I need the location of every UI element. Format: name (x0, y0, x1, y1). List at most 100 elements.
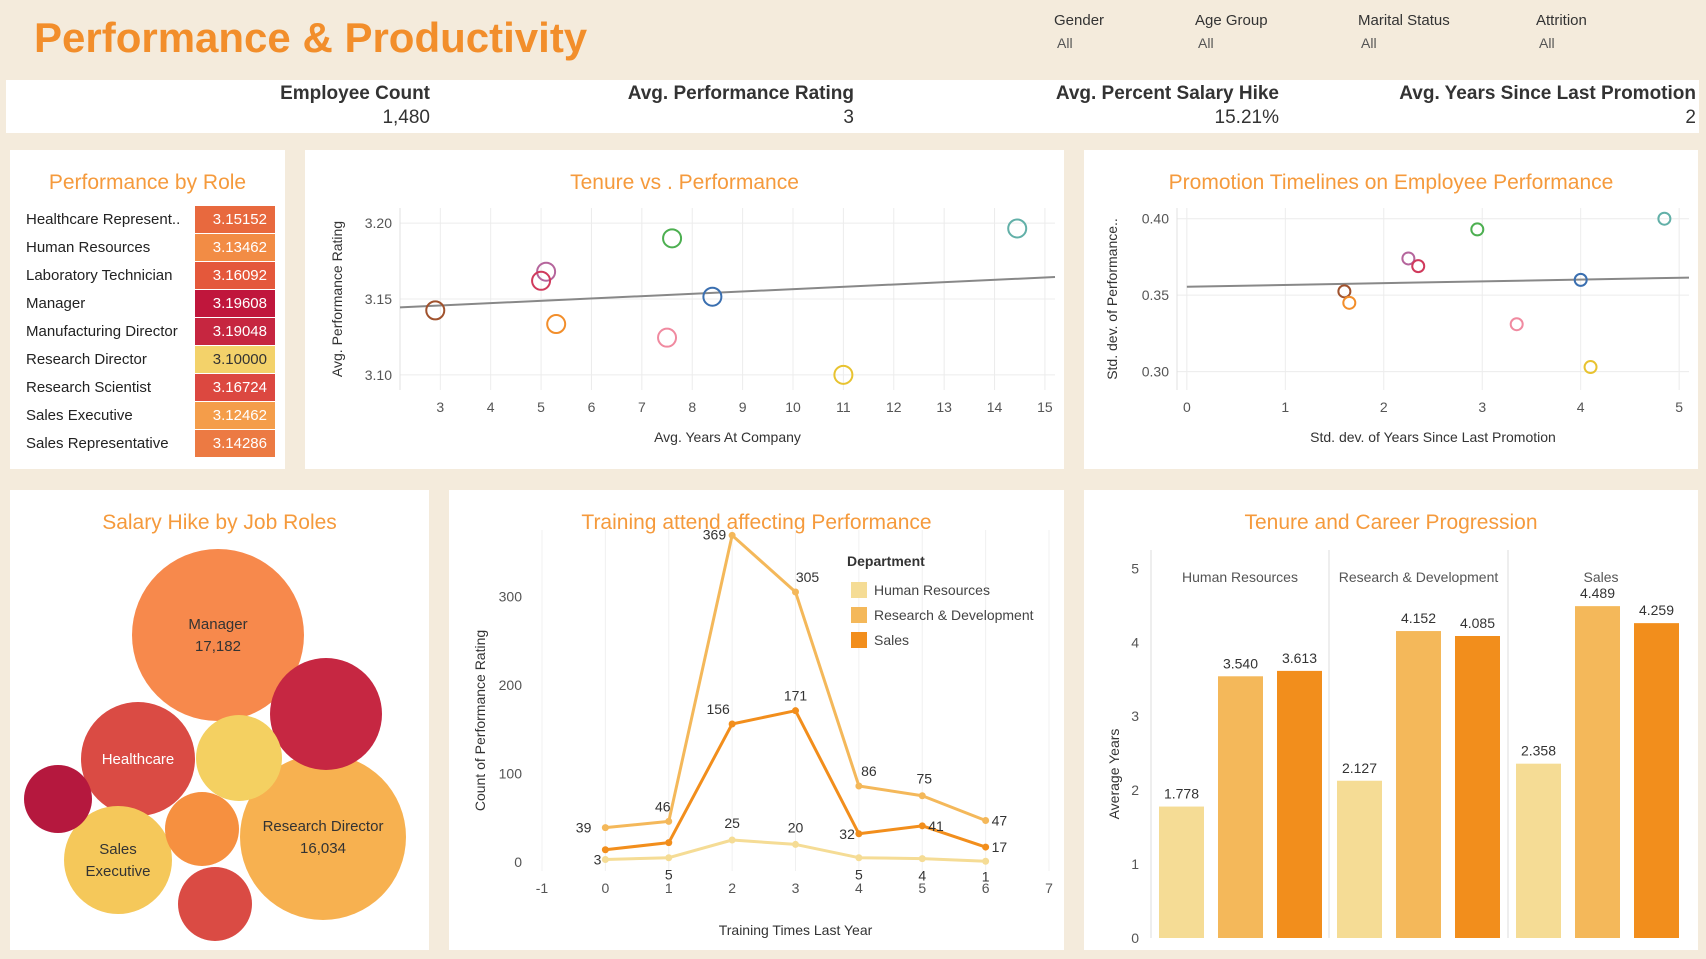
role-value-cell[interactable]: 3.16092 (195, 262, 275, 289)
series-point (792, 707, 799, 715)
role-label: Research Scientist (26, 379, 152, 396)
career-bar[interactable] (1455, 636, 1500, 938)
scatter-point[interactable] (1401, 251, 1416, 266)
career-bar[interactable] (1218, 676, 1263, 938)
role-value-cell[interactable]: 3.19608 (195, 290, 275, 317)
salary-bubble[interactable] (270, 658, 382, 770)
role-value-cell[interactable]: 3.16724 (195, 374, 275, 401)
series-point (665, 817, 673, 825)
y-axis-title: Count of Performance Rating (472, 630, 488, 811)
filter-age-group-value[interactable]: All (1198, 35, 1214, 51)
role-label: Sales Representative (26, 435, 169, 452)
legend-item: Sales (874, 632, 909, 648)
series-point (982, 857, 990, 865)
role-label: Human Resources (26, 239, 151, 256)
scatter-point[interactable] (1411, 259, 1426, 274)
career-bar[interactable] (1396, 631, 1441, 938)
salary-bubble[interactable] (178, 867, 252, 941)
bubble-label: Executive (85, 863, 150, 880)
data-label: 5 (665, 867, 673, 883)
training-performance-panel: Training attend affecting Performance -1… (449, 490, 1064, 950)
series-point (855, 854, 863, 862)
scatter-point[interactable] (1470, 222, 1485, 237)
salary-bubble[interactable] (240, 754, 406, 920)
trend-line (1186, 276, 1690, 288)
salary-bubble[interactable] (24, 765, 92, 833)
data-label: 171 (784, 688, 808, 704)
salary-bubble[interactable] (165, 792, 239, 866)
panel-title: Training attend affecting Performance (581, 511, 932, 534)
scatter-point[interactable] (1509, 317, 1524, 332)
scatter-point[interactable] (1657, 211, 1672, 226)
y-axis-title: Std. dev. of Performance.. (1104, 218, 1120, 380)
promotion-scatter-chart[interactable]: 0 1 2 3 4 5 0.30 0.35 0.40 Std. dev. of Years Sin… (1084, 150, 1698, 469)
x-tick-label: 6 (588, 399, 596, 415)
role-value-cell[interactable]: 3.19048 (195, 318, 275, 345)
dashboard-title: Performance & Productivity (34, 14, 588, 61)
career-bar[interactable] (1159, 806, 1204, 938)
role-label: Laboratory Technician (26, 267, 173, 284)
x-tick-label: 14 (987, 399, 1003, 415)
series-point (665, 839, 673, 847)
scatter-point[interactable] (702, 286, 723, 307)
x-tick-label: 13 (936, 399, 952, 415)
scatter-point[interactable] (546, 314, 567, 335)
x-tick-label: 15 (1037, 399, 1053, 415)
scatter-point[interactable] (1007, 218, 1028, 239)
salary-bubble[interactable] (132, 549, 304, 721)
role-value-cell[interactable]: 3.13462 (195, 234, 275, 261)
role-label: Manufacturing Director (26, 323, 178, 340)
filter-marital-status[interactable]: Marital Status All (1358, 12, 1450, 51)
career-bar-chart[interactable]: 0 1 2 3 4 5 Average Years Human Resources 1.778 3… (1084, 490, 1698, 950)
filter-attrition[interactable]: Attrition All (1536, 12, 1587, 51)
bar-data-label: 4.259 (1639, 602, 1674, 618)
data-label: 20 (788, 819, 804, 835)
filter-attrition-value[interactable]: All (1539, 35, 1555, 51)
career-bar[interactable] (1575, 606, 1620, 938)
scatter-point[interactable] (1342, 295, 1357, 310)
career-bar[interactable] (1516, 763, 1561, 938)
scatter-point[interactable] (833, 364, 854, 385)
scatter-point[interactable] (662, 228, 683, 249)
salary-bubble[interactable] (81, 702, 195, 816)
role-value-cell[interactable]: 3.12462 (195, 402, 275, 429)
career-bar[interactable] (1337, 780, 1382, 938)
role-value-cell[interactable]: 3.10000 (195, 346, 275, 373)
x-tick-label: 9 (739, 399, 747, 415)
tenure-vs-performance-panel: Tenure vs . Performance 3 4 5 6 7 8 9 10 11 12 13 1… (305, 150, 1064, 469)
scatter-point[interactable] (1583, 360, 1598, 375)
group-header: Sales (1583, 569, 1618, 585)
bar-data-label: 3.540 (1223, 655, 1258, 671)
scatter-point[interactable] (425, 300, 446, 321)
filter-gender[interactable]: Gender All (1054, 12, 1104, 51)
scatter-point[interactable] (1337, 284, 1352, 299)
role-value-cell[interactable]: 3.15152 (195, 206, 275, 233)
salary-bubble-chart[interactable]: Manager 17,182 Research Director 16,034 Heal… (10, 490, 429, 950)
kpi-label: Avg. Percent Salary Hike (1055, 83, 1279, 104)
x-tick-label: 3 (792, 880, 800, 896)
scatter-point[interactable] (657, 327, 678, 348)
scatter-point[interactable] (531, 270, 552, 291)
x-tick-label: 5 (918, 880, 926, 896)
scatter-point[interactable] (1573, 272, 1588, 287)
role-value-cell[interactable]: 3.14286 (195, 430, 275, 457)
kpi-value: 1,480 (382, 107, 430, 128)
data-label: 41 (928, 818, 944, 834)
career-bar[interactable] (1634, 623, 1679, 938)
career-bar[interactable] (1277, 670, 1322, 938)
salary-bubble[interactable] (64, 806, 172, 914)
x-axis-title: Avg. Years At Company (654, 429, 801, 445)
tenure-scatter-chart[interactable]: 3 4 5 6 7 8 9 10 11 12 13 14 15 3.10 3.15 3.20 Avg. Year… (305, 150, 1064, 469)
filter-age-group[interactable]: Age Group All (1195, 12, 1268, 51)
role-label: Research Director (26, 351, 147, 368)
filter-gender-value[interactable]: All (1057, 35, 1073, 51)
x-tick-label: 3 (436, 399, 444, 415)
y-tick-label: 0.35 (1142, 287, 1169, 303)
salary-bubble[interactable] (196, 715, 282, 801)
filter-marital-status-value[interactable]: All (1361, 35, 1377, 51)
series-point (982, 817, 990, 825)
series-point (665, 854, 673, 862)
series-point (601, 855, 609, 863)
performance-by-role-panel: Performance by Role Healthcare Represent… (10, 150, 285, 469)
